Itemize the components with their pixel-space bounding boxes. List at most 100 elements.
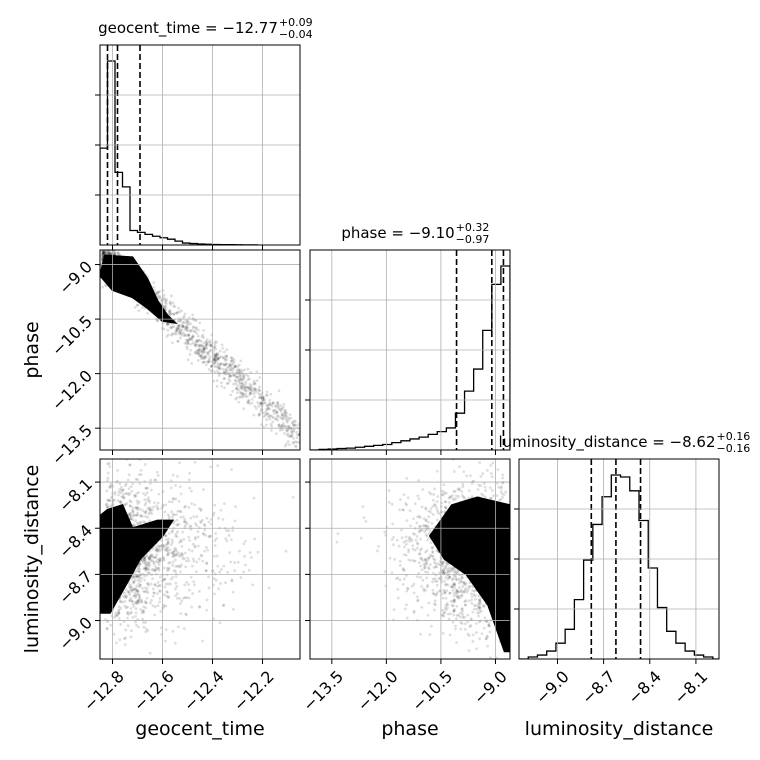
scatter-point xyxy=(202,336,206,340)
scatter-point xyxy=(170,332,174,336)
scatter-point xyxy=(132,587,136,591)
scatter-point xyxy=(262,395,266,399)
scatter-point xyxy=(144,510,148,514)
hist-panel-geocent_time: geocent_time = −12.77 +0.09−0.04 xyxy=(95,16,313,250)
scatter-point xyxy=(197,590,201,593)
scatter-point xyxy=(401,508,405,512)
scatter-point xyxy=(203,347,206,351)
hist-title-geocent_time: geocent_time = −12.77 xyxy=(98,19,278,38)
scatter-point xyxy=(151,604,155,608)
title-lower-error: −0.04 xyxy=(279,28,313,41)
scatter-point xyxy=(178,328,182,332)
scatter-point xyxy=(404,553,408,557)
scatter-point xyxy=(416,575,419,579)
scatter-point xyxy=(137,582,141,585)
scatter-point xyxy=(193,583,196,587)
scatter-point xyxy=(446,569,449,573)
scatter-point xyxy=(164,547,168,550)
scatter-point xyxy=(139,520,143,524)
scatter-point xyxy=(281,428,284,432)
scatter-point xyxy=(187,333,191,337)
scatter-point xyxy=(156,549,160,553)
scatter-point xyxy=(167,515,171,519)
scatter-point xyxy=(202,532,206,536)
scatter-point xyxy=(172,555,176,558)
scatter-point xyxy=(188,538,191,542)
scatter-point xyxy=(174,548,178,551)
scatter-point xyxy=(234,382,238,386)
scatter-point xyxy=(246,401,250,405)
scatter-point xyxy=(180,323,184,327)
scatter-point xyxy=(137,598,141,602)
scatter-point xyxy=(238,382,242,386)
scatter-point xyxy=(487,624,491,627)
scatter-point xyxy=(136,478,140,482)
scatter-point xyxy=(158,559,162,563)
scatter-point xyxy=(114,611,117,615)
scatter-point xyxy=(206,360,210,364)
scatter-point xyxy=(451,569,455,573)
scatter-point xyxy=(457,577,461,581)
scatter-point xyxy=(115,641,118,645)
scatter-point xyxy=(227,365,230,369)
scatter-point xyxy=(135,492,139,495)
scatter-point xyxy=(147,496,150,500)
scatter-point xyxy=(197,344,201,348)
scatter-point xyxy=(156,319,160,323)
scatter-point xyxy=(441,493,445,497)
scatter-point xyxy=(427,532,431,535)
scatter-point xyxy=(269,414,273,418)
scatter-point xyxy=(200,554,204,558)
scatter-point xyxy=(270,415,274,419)
scatter-point xyxy=(137,309,141,313)
scatter-point xyxy=(184,326,188,330)
scatter-point xyxy=(230,579,234,583)
scatter-point xyxy=(421,488,425,491)
scatter-point xyxy=(147,583,150,587)
scatter-point xyxy=(191,542,195,546)
scatter-point xyxy=(275,432,278,436)
scatter-point xyxy=(287,443,291,447)
scatter-point xyxy=(212,356,216,360)
scatter-point xyxy=(157,547,161,551)
title-lower-error: −0.16 xyxy=(717,442,751,455)
scatter-point xyxy=(441,571,445,574)
scatter-point xyxy=(204,344,207,348)
scatter-point xyxy=(152,560,156,564)
scatter-point xyxy=(281,413,284,416)
scatter-point xyxy=(169,479,173,483)
scatter-point xyxy=(461,609,464,613)
y-tick-label: −9.0 xyxy=(55,613,96,654)
scatter-point xyxy=(240,392,244,396)
scatter-point xyxy=(217,356,221,360)
scatter-point xyxy=(487,621,491,625)
scatter-point xyxy=(176,339,180,343)
scatter-point xyxy=(247,568,251,572)
scatter-point xyxy=(396,576,400,580)
scatter-point xyxy=(215,353,219,357)
scatter-point xyxy=(242,570,246,574)
scatter-point xyxy=(172,304,175,308)
scatter-point xyxy=(199,354,203,358)
scatter-point xyxy=(456,614,459,617)
scatter-point xyxy=(248,402,252,406)
scatter-point xyxy=(242,407,246,411)
scatter-point xyxy=(124,588,128,592)
scatter-point xyxy=(141,492,145,495)
scatter-point xyxy=(146,486,150,490)
scatter-point xyxy=(466,620,470,624)
scatter-point xyxy=(442,588,446,592)
scatter-point xyxy=(222,370,226,373)
scatter-point xyxy=(143,498,147,502)
scatter-point xyxy=(184,613,188,617)
scatter-point xyxy=(123,600,127,603)
scatter-point xyxy=(168,300,172,304)
scatter-point xyxy=(198,321,202,325)
scatter-point xyxy=(167,537,171,541)
scatter-point xyxy=(178,324,182,327)
scatter-point xyxy=(254,387,257,391)
scatter-point xyxy=(431,577,435,581)
scatter-point xyxy=(159,610,163,613)
scatter-point xyxy=(192,330,196,333)
scatter-point xyxy=(146,582,150,585)
